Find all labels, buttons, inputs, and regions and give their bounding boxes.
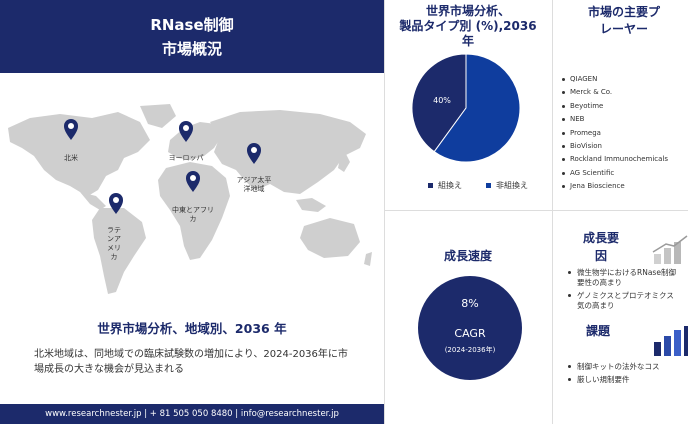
bullet-icon (562, 118, 565, 122)
pin-label-latin-america: ラテンアメリカ (107, 226, 121, 261)
legend-swatch-recombinant (428, 183, 433, 188)
player-item: NEB (562, 113, 688, 126)
overview-header: RNase制御 市場概況 (0, 0, 384, 73)
south-america-shape (92, 208, 146, 294)
pin-europe-icon (179, 121, 193, 142)
pin-label-north-america: 北米 (64, 154, 78, 162)
central-america-shape (80, 192, 106, 210)
bullet-icon (568, 378, 571, 381)
player-item: Promega (562, 127, 688, 140)
pie-chart: 40% (411, 53, 521, 163)
bullet-icon (562, 171, 565, 175)
asia-shape (210, 110, 366, 194)
contact-footer: www.researchnester.jp | + 81 505 050 848… (0, 404, 384, 424)
growth-factors-title-line-1: 成長要 (582, 231, 619, 245)
cagr-circle: 8% CAGR (2024-2036年) (418, 276, 522, 380)
player-item: Jena Bioscience (562, 180, 688, 193)
bullet-icon (568, 365, 571, 368)
growth-factors-title-line-2: 因 (594, 249, 607, 263)
greenland-shape (140, 104, 176, 128)
new-zealand-shape (364, 252, 372, 266)
cagr-label: CAGR (454, 327, 486, 340)
pie-chart-title: 世界市場分析、 製品タイプ別 (%),2036 年 (386, 4, 550, 49)
bullet-icon (562, 104, 565, 108)
player-item: Merck & Co. (562, 86, 688, 99)
pie-title-line-2: 製品タイプ別 (%),2036 (399, 19, 537, 33)
legend-label-non-recombinant: 非組換え (496, 181, 528, 190)
divider-vertical-1 (384, 0, 385, 424)
growth-factors-title: 成長要 因 (556, 229, 646, 265)
header-subtitle: 市場概況 (161, 40, 222, 58)
bullet-icon (562, 185, 565, 189)
japan-shape (338, 154, 350, 172)
pin-latin-america-icon (109, 193, 123, 214)
driver-item: ゲノミクスとプロテオミクス 気の高まり (568, 291, 688, 311)
players-title-line-1: 市場の主要プ (587, 5, 660, 19)
pin-middle-east-africa-icon (186, 171, 200, 192)
player-item: Beyotime (562, 100, 688, 113)
region-description: 北米地域は、同地域での臨床試験数の増加により、2024-2036年に市場成長の大… (34, 349, 348, 375)
pie-slice-recombinant (411, 53, 467, 153)
legend-label-recombinant: 組換え (438, 181, 462, 190)
pin-label-europe: ヨーロッパ (168, 154, 204, 162)
cagr-percent: 8% (461, 297, 479, 310)
bullet-icon (562, 91, 565, 95)
bullet-icon (562, 78, 565, 81)
left-panel: RNase制御 市場概況 (0, 0, 384, 424)
cagr-period: (2024-2036年) (444, 346, 496, 354)
pie-title-line-3: 年 (461, 34, 474, 48)
north-america-shape (8, 112, 150, 196)
bullet-icon (562, 158, 565, 162)
region-analysis-title: 世界市場分析、地域別、2036 年 (97, 321, 287, 336)
player-item: QIAGEN (562, 73, 688, 86)
player-item: BioVision (562, 140, 688, 153)
pin-asia-pacific-icon (247, 143, 261, 164)
challenges-title: 課題 (585, 324, 610, 338)
pin-label-asia-pacific: アジア太平洋地域 (236, 176, 272, 193)
pie-slice-label: 40% (433, 96, 451, 105)
australia-shape (300, 218, 360, 258)
key-players-list: QIAGEN Merck & Co. Beyotime NEB Promega … (562, 73, 688, 194)
continents (8, 104, 372, 294)
growth-bars-icon (652, 235, 688, 264)
legend-item-non-recombinant: 非組換え (486, 180, 528, 191)
player-item: Rockland Immunochemicals (562, 153, 688, 166)
challenges-list: 制御キットの法外なコス 厳しい規制要件 (568, 362, 688, 388)
divider-horizontal (384, 210, 688, 211)
players-title-line-2: レーヤー (599, 22, 648, 36)
challenge-item: 制御キットの法外なコス (568, 362, 688, 372)
legend-swatch-non-recombinant (486, 183, 491, 188)
key-players-title: 市場の主要プ レーヤー (554, 4, 688, 38)
bullet-icon (568, 294, 571, 297)
growth-rate-title: 成長速度 (443, 249, 492, 263)
pin-label-middle-east-africa: 中東とアフリカ (172, 206, 214, 223)
bullet-icon (562, 131, 565, 135)
pie-slice-non-recombinant (433, 53, 521, 163)
challenge-item: 厳しい規制要件 (568, 375, 688, 385)
challenge-bars-icon (654, 326, 688, 356)
map-pins (64, 119, 261, 214)
pin-north-america-icon (64, 119, 78, 140)
legend-item-recombinant: 組換え (428, 180, 462, 191)
header-title: RNase制御 (150, 16, 234, 34)
divider-vertical-2 (552, 0, 553, 424)
se-asia-shape (296, 198, 326, 212)
bullet-icon (562, 144, 565, 148)
world-map (8, 104, 372, 294)
bullet-icon (568, 271, 571, 274)
player-item: AG Scientific (562, 167, 688, 180)
pie-title-line-1: 世界市場分析、 (425, 4, 510, 18)
growth-drivers-list: 微生物学におけるRNase制御 要性の高まり ゲノミクスとプロテオミクス 気の高… (568, 268, 688, 314)
africa-shape (158, 162, 230, 260)
driver-item: 微生物学におけるRNase制御 要性の高まり (568, 268, 688, 288)
